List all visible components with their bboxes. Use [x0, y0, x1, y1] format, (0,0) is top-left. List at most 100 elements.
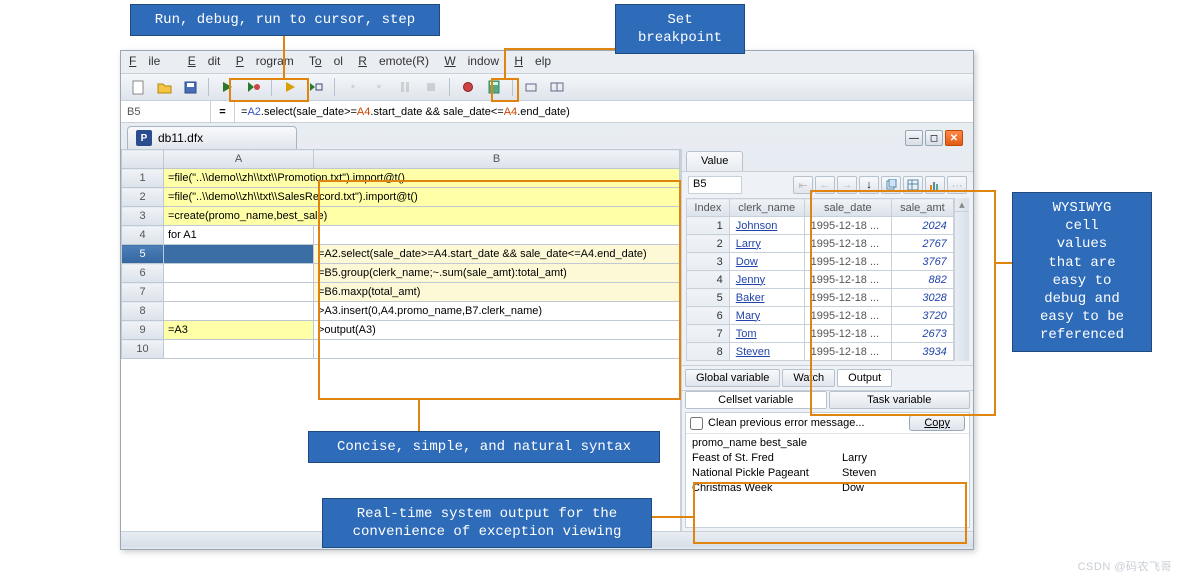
maximize-button[interactable]: ◻: [925, 130, 943, 146]
tool-icon-2[interactable]: [546, 76, 568, 98]
data-cell-name[interactable]: Johnson: [729, 217, 804, 235]
row-header[interactable]: 6: [122, 264, 164, 283]
data-cell-name[interactable]: Jenny: [729, 271, 804, 289]
data-cell-name[interactable]: Steven: [729, 343, 804, 361]
cell[interactable]: [164, 264, 314, 283]
spreadsheet-grid[interactable]: AB 1=file("..\\demo\\zh\\txt\\Promotion.t…: [121, 149, 681, 531]
cell[interactable]: for A1: [164, 226, 314, 245]
debug-icon[interactable]: [242, 76, 264, 98]
row-header[interactable]: 1: [122, 169, 164, 188]
nav-next-icon[interactable]: →: [837, 176, 857, 194]
cell[interactable]: [314, 340, 680, 359]
data-column-header[interactable]: sale_date: [804, 199, 891, 217]
data-column-header[interactable]: clerk_name: [729, 199, 804, 217]
data-cell-name[interactable]: Baker: [729, 289, 804, 307]
close-button[interactable]: ✕: [945, 130, 963, 146]
data-column-header[interactable]: Index: [687, 199, 730, 217]
step-icon[interactable]: [305, 76, 327, 98]
data-column-header[interactable]: sale_amt: [892, 199, 954, 217]
data-cell-date: 1995-12-18 ...: [804, 325, 891, 343]
data-cell-name[interactable]: Larry: [729, 235, 804, 253]
row-header[interactable]: 5: [122, 245, 164, 264]
row-header[interactable]: 9: [122, 321, 164, 340]
cell[interactable]: =A2.select(sale_date>=A4.start_date && s…: [314, 245, 680, 264]
save-icon[interactable]: [179, 76, 201, 98]
cell[interactable]: =file("..\\demo\\zh\\txt\\Promotion.txt"…: [164, 169, 680, 188]
cell[interactable]: =A3: [164, 321, 314, 340]
stop-icon: [420, 76, 442, 98]
run-icon[interactable]: [216, 76, 238, 98]
tab-watch[interactable]: Watch: [782, 369, 835, 387]
output-panel: Clean previous error message... Copy pro…: [685, 412, 970, 528]
chart-view-icon[interactable]: [925, 176, 945, 194]
cell[interactable]: =create(promo_name,best_sale): [164, 207, 680, 226]
cell[interactable]: [164, 245, 314, 264]
callout-output: Real-time system output for the convenie…: [322, 498, 652, 548]
value-cell-ref[interactable]: B5: [688, 176, 742, 194]
cell[interactable]: [164, 302, 314, 321]
column-header[interactable]: B: [314, 150, 680, 169]
data-cell-name[interactable]: Dow: [729, 253, 804, 271]
copy-value-icon[interactable]: [881, 176, 901, 194]
more-icon[interactable]: ⋯: [947, 176, 967, 194]
output-row: National Pickle PageantSteven: [692, 466, 963, 481]
breakpoint-icon[interactable]: [457, 76, 479, 98]
sub-tab-row-2: Cellset variable Task variable: [682, 390, 973, 412]
document-tab-label: db11.dfx: [158, 131, 203, 145]
cell[interactable]: [164, 283, 314, 302]
formula-text[interactable]: =A2.select(sale_date>=A4.start_date && s…: [235, 101, 973, 122]
value-tab[interactable]: Value: [686, 151, 743, 171]
data-cell-amt: 3767: [892, 253, 954, 271]
run-to-cursor-icon[interactable]: [279, 76, 301, 98]
cell[interactable]: =B6.maxp(total_amt): [314, 283, 680, 302]
cell-reference[interactable]: B5: [121, 101, 211, 122]
data-cell-index: 6: [687, 307, 730, 325]
column-header[interactable]: A: [164, 150, 314, 169]
cell[interactable]: [164, 340, 314, 359]
data-cell-name[interactable]: Tom: [729, 325, 804, 343]
tool-icon-1[interactable]: [520, 76, 542, 98]
row-header[interactable]: 7: [122, 283, 164, 302]
menu-program[interactable]: Program: [236, 54, 294, 68]
menu-remote[interactable]: Remote(R): [358, 54, 429, 68]
menu-edit[interactable]: Edit: [188, 54, 221, 68]
document-tab[interactable]: P db11.dfx: [127, 126, 297, 149]
menu-window[interactable]: Window: [444, 54, 499, 68]
value-data-grid[interactable]: Indexclerk_namesale_datesale_amt1Johnson…: [686, 198, 954, 361]
tab-task-variable[interactable]: Task variable: [829, 391, 971, 409]
row-header[interactable]: 10: [122, 340, 164, 359]
tab-global-variable[interactable]: Global variable: [685, 369, 780, 387]
tab-output[interactable]: Output: [837, 369, 892, 387]
cell[interactable]: >A3.insert(0,A4.promo_name,B7.clerk_name…: [314, 302, 680, 321]
nav-down-icon[interactable]: ↓: [859, 176, 879, 194]
connector-bp-v: [504, 48, 506, 78]
cell[interactable]: =file("..\\demo\\zh\\txt\\SalesRecord.tx…: [164, 188, 680, 207]
grid-view-icon[interactable]: [903, 176, 923, 194]
menu-help[interactable]: Help: [514, 54, 551, 68]
cell[interactable]: =B5.group(clerk_name;~.sum(sale_amt):tot…: [314, 264, 680, 283]
minimize-button[interactable]: —: [905, 130, 923, 146]
menu-file[interactable]: File: [129, 54, 172, 68]
row-header[interactable]: 8: [122, 302, 164, 321]
data-cell-date: 1995-12-18 ...: [804, 253, 891, 271]
clean-errors-checkbox[interactable]: [690, 417, 703, 430]
vertical-scrollbar[interactable]: ▴ ▾: [954, 198, 969, 361]
row-header[interactable]: 3: [122, 207, 164, 226]
calc-icon[interactable]: [483, 76, 505, 98]
row-header[interactable]: 2: [122, 188, 164, 207]
disabled-icon-1: ◦: [342, 76, 364, 98]
nav-prev-icon[interactable]: ←: [815, 176, 835, 194]
value-panel: B5 ⇤ ← → ↓ ⋯ Indexclerk_namesale_datesal…: [682, 172, 973, 365]
menu-tool[interactable]: Tool: [309, 54, 343, 68]
nav-first-icon[interactable]: ⇤: [793, 176, 813, 194]
new-icon[interactable]: [127, 76, 149, 98]
data-cell-name[interactable]: Mary: [729, 307, 804, 325]
callout-syntax: Concise, simple, and natural syntax: [308, 431, 660, 463]
cell[interactable]: >output(A3): [314, 321, 680, 340]
open-icon[interactable]: [153, 76, 175, 98]
row-header[interactable]: 4: [122, 226, 164, 245]
copy-button[interactable]: Copy: [909, 415, 965, 431]
disabled-icon-2: ◦: [368, 76, 390, 98]
tab-cellset-variable[interactable]: Cellset variable: [685, 391, 827, 409]
cell[interactable]: [314, 226, 680, 245]
